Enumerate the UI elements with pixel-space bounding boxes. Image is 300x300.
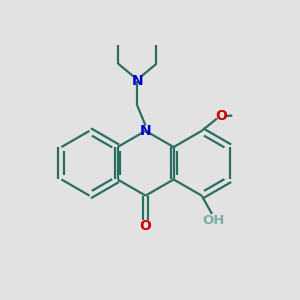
Text: N: N [140, 124, 152, 138]
Text: OH: OH [202, 214, 224, 227]
Text: N: N [131, 74, 143, 88]
Text: O: O [140, 219, 152, 233]
Text: O: O [215, 109, 227, 123]
